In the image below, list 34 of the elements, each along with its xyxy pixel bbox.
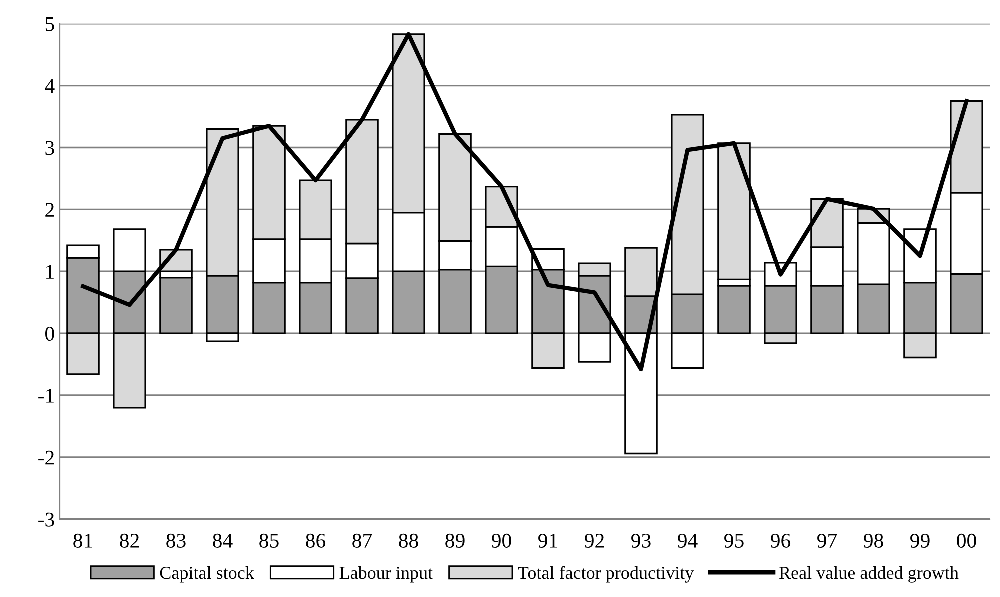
legend-label: Total factor productivity	[518, 566, 694, 583]
x-tick-label: 97	[818, 534, 838, 548]
y-tick-label: -2	[38, 450, 54, 465]
x-tick-label: 89	[446, 534, 465, 548]
x-tick-label: 91	[538, 534, 558, 548]
y-tick-label: 0	[46, 326, 54, 342]
x-tick-label: 95	[724, 534, 744, 548]
y-tick-label: -1	[38, 388, 54, 403]
x-tick-label: 82	[120, 534, 140, 548]
y-tick-label: -3	[38, 512, 54, 527]
y-tick-label: 3	[46, 141, 54, 156]
x-tick-label: 84	[213, 534, 233, 548]
legend-label: Real value added growth	[780, 566, 959, 583]
x-tick-label: 93	[632, 534, 651, 548]
x-tick-label: 86	[306, 534, 326, 548]
bar	[160, 276, 193, 334]
x-tick-label: 85	[260, 534, 279, 548]
y-tick-label: 4	[45, 79, 55, 94]
x-tick-label: 00	[957, 534, 976, 548]
x-tick-label: 87	[352, 534, 372, 548]
x-tick-label: 96	[771, 534, 791, 548]
x-tick-label: 83	[166, 534, 186, 548]
x-tick-label: 92	[585, 534, 604, 548]
x-tick-label: 99	[910, 534, 930, 548]
x-tick-label: 98	[864, 534, 884, 548]
y-tick-label: 5	[46, 17, 54, 32]
legend-label: Labour input	[340, 566, 433, 583]
x-tick-label: 94	[678, 534, 698, 548]
y-tick-label: 1	[46, 265, 54, 279]
legend-label: Capital stock	[160, 566, 254, 583]
x-tick-label: 88	[399, 534, 418, 548]
y-tick-label: 2	[46, 203, 54, 217]
x-tick-label: 81	[74, 534, 92, 548]
x-tick-label: 90	[492, 534, 512, 548]
